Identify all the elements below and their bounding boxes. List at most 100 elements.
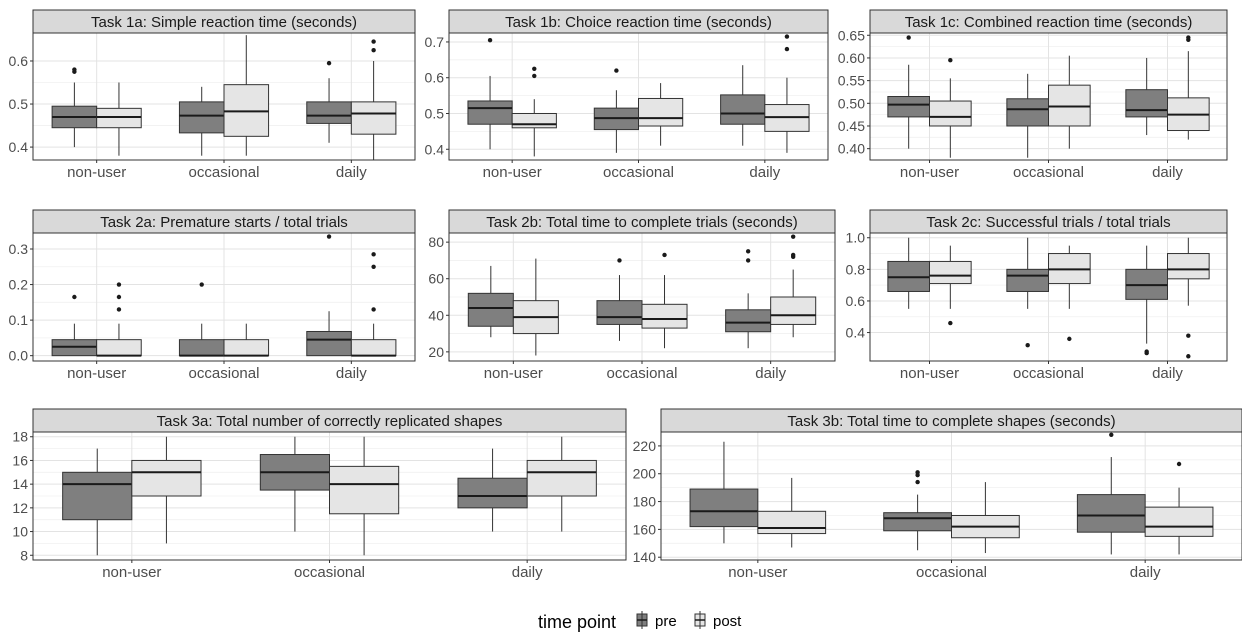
outlier-point (1186, 354, 1190, 358)
box-body (642, 304, 687, 328)
outlier-point (327, 234, 331, 238)
box-body (726, 310, 771, 332)
box-body (721, 95, 765, 124)
panel-3: Task 1c: Combined reaction time (seconds… (838, 10, 1227, 181)
y-tick-label: 0.45 (838, 118, 865, 134)
outlier-point (785, 34, 789, 38)
y-tick-label: 200 (633, 466, 657, 482)
y-tick-label: 0.5 (425, 105, 445, 121)
y-tick-label: 0.1 (9, 312, 29, 328)
y-tick-label: 60 (428, 271, 444, 287)
y-tick-label: 0.4 (425, 141, 445, 157)
box-body (224, 340, 269, 356)
y-tick-label: 220 (633, 438, 657, 454)
outlier-point (785, 47, 789, 51)
x-tick-label: occasional (603, 164, 674, 181)
y-tick-label: 14 (12, 476, 28, 492)
box-body (132, 460, 201, 496)
x-tick-label: daily (755, 365, 786, 382)
y-tick-label: 0.0 (9, 348, 29, 364)
x-tick-label: daily (1152, 365, 1183, 382)
legend-label: post (713, 613, 742, 630)
x-tick-label: occasional (189, 164, 260, 181)
panel-title: Task 2b: Total time to complete trials (… (486, 214, 798, 231)
panel-8: Task 3b: Total time to complete shapes (… (633, 409, 1242, 581)
box-body (597, 301, 642, 325)
x-tick-label: daily (1152, 164, 1183, 181)
box-body (468, 101, 512, 124)
box-body (888, 97, 930, 117)
outlier-point (1186, 35, 1190, 39)
outlier-point (488, 38, 492, 42)
x-tick-label: occasional (189, 365, 260, 382)
panel-title: Task 1a: Simple reaction time (seconds) (91, 14, 357, 31)
outlier-point (72, 295, 76, 299)
y-tick-label: 140 (633, 549, 657, 565)
x-tick-label: daily (336, 365, 367, 382)
outlier-point (915, 480, 919, 484)
y-tick-label: 0.3 (9, 241, 29, 257)
panel-title: Task 1c: Combined reaction time (seconds… (905, 14, 1193, 31)
y-tick-label: 0.6 (425, 70, 445, 86)
panel-title: Task 2a: Premature starts / total trials (100, 214, 348, 231)
legend: time point pre post (538, 611, 742, 632)
box-body (1007, 269, 1049, 291)
outlier-point (532, 67, 536, 71)
y-tick-label: 10 (12, 524, 28, 540)
x-tick-label: occasional (1013, 164, 1084, 181)
y-tick-label: 0.8 (846, 261, 866, 277)
panel-6: Task 2c: Successful trials / total trial… (846, 210, 1227, 382)
y-tick-label: 0.40 (838, 141, 865, 157)
outlier-point (532, 74, 536, 78)
x-tick-label: non-user (483, 164, 542, 181)
box-body (690, 489, 758, 527)
panel-4: Task 2a: Premature starts / total trials… (9, 210, 415, 382)
box-body (1168, 254, 1210, 279)
y-tick-label: 18 (12, 429, 28, 445)
x-tick-label: occasional (916, 564, 987, 581)
box-body (930, 261, 972, 283)
y-tick-label: 40 (428, 307, 444, 323)
box-body (1126, 90, 1168, 117)
x-tick-label: non-user (484, 365, 543, 382)
panel-title: Task 2c: Successful trials / total trial… (926, 214, 1170, 231)
box-body (179, 102, 224, 133)
y-tick-label: 0.55 (838, 73, 865, 89)
x-tick-label: non-user (67, 365, 126, 382)
x-tick-label: daily (1130, 564, 1161, 581)
panel-title: Task 1b: Choice reaction time (seconds) (505, 14, 772, 31)
box-body (639, 98, 683, 126)
box-body (351, 340, 396, 356)
y-tick-label: 0.2 (9, 277, 29, 293)
x-tick-label: daily (336, 164, 367, 181)
y-tick-label: 1.0 (846, 230, 866, 246)
y-tick-label: 8 (20, 547, 28, 563)
y-tick-label: 0.6 (846, 293, 866, 309)
y-tick-label: 16 (12, 452, 28, 468)
box-body (458, 478, 527, 508)
box-body (330, 466, 399, 513)
box-body (307, 102, 352, 124)
outlier-point (371, 265, 375, 269)
panel-1: Task 1a: Simple reaction time (seconds) 0… (9, 10, 415, 181)
box-body (351, 102, 396, 134)
legend-label: pre (655, 613, 677, 630)
panel-7: Task 3a: Total number of correctly repli… (12, 409, 626, 581)
outlier-point (1144, 349, 1148, 353)
panel-title: Task 3b: Total time to complete shapes (… (787, 413, 1115, 430)
x-tick-label: non-user (728, 564, 787, 581)
y-tick-label: 20 (428, 344, 444, 360)
x-tick-label: daily (512, 564, 543, 581)
y-tick-label: 0.50 (838, 95, 865, 111)
outlier-point (948, 58, 952, 62)
outlier-point (791, 234, 795, 238)
outlier-point (614, 68, 618, 72)
y-tick-label: 0.4 (9, 139, 29, 155)
outlier-point (791, 253, 795, 257)
box-body (930, 101, 972, 126)
y-tick-label: 0.4 (846, 325, 866, 341)
outlier-point (662, 253, 666, 257)
x-tick-label: non-user (900, 365, 959, 382)
box-body (884, 513, 952, 531)
